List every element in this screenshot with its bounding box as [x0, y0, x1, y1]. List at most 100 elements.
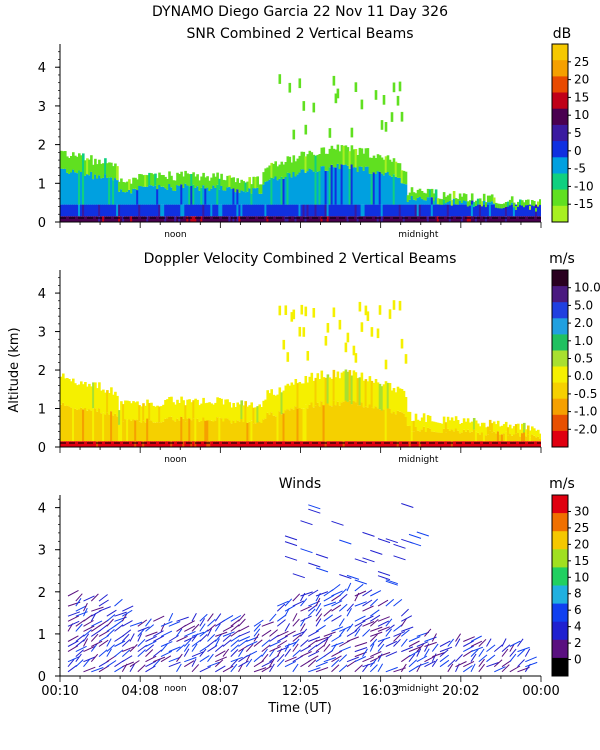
echo-cell: [162, 175, 165, 187]
echo-cell: [537, 436, 540, 442]
echo-cell: [216, 216, 219, 222]
echo-cell: [168, 171, 171, 185]
echo-cell: [390, 441, 394, 447]
echo-cell: [432, 200, 436, 205]
echo-cell: [478, 216, 482, 222]
wind-barb: [191, 613, 197, 622]
echo-cell: [60, 216, 63, 222]
wind-barb: [308, 589, 319, 597]
wind-barb: [331, 664, 340, 673]
echo-cell: [506, 204, 510, 217]
echo-cell: [126, 181, 129, 192]
echo-cell: [186, 204, 189, 217]
echo-cell: [529, 205, 532, 210]
echo-cell: [186, 418, 189, 442]
echo-cell: [182, 418, 185, 442]
wind-barb: [300, 645, 311, 653]
echo-cell: [204, 420, 207, 442]
echo-cell: [446, 216, 450, 222]
echo-cell: [484, 204, 488, 217]
echo-cell: [152, 405, 155, 423]
echo-cell: [114, 441, 117, 447]
echo-cell: [72, 169, 75, 205]
echo-cell: [510, 216, 514, 222]
echo-cell: [334, 204, 338, 217]
wind-barb: [277, 630, 289, 637]
wind-barb: [215, 656, 227, 663]
echo-cell: [100, 390, 103, 414]
echo-cell: [517, 216, 520, 222]
echo-cell: [104, 174, 107, 205]
echo-cell: [332, 369, 336, 401]
echo-cell: [108, 177, 111, 205]
echo-cell: [302, 101, 306, 111]
wind-barb: [323, 631, 336, 637]
echo-cell: [523, 216, 526, 222]
wind-barb: [362, 589, 373, 597]
echo-cell: [326, 170, 330, 205]
wind-barb: [385, 580, 398, 586]
wind-barb: [517, 659, 525, 668]
echo-cell: [476, 204, 480, 217]
wind-barb: [307, 608, 316, 617]
echo-cell: [438, 432, 442, 442]
echo-cell: [88, 441, 91, 447]
echo-cell: [170, 204, 173, 217]
echo-cell: [350, 127, 354, 138]
echo-cell: [328, 216, 332, 222]
echo-cell: [458, 204, 462, 217]
echo-cell: [454, 416, 458, 429]
echo-cell: [438, 423, 442, 433]
echo-cell: [78, 153, 81, 171]
colorbar-label: 15: [574, 554, 589, 568]
echo-cell: [314, 216, 318, 222]
wind-barb: [253, 654, 263, 663]
wind-barb: [524, 648, 531, 657]
echo-cell: [525, 216, 528, 222]
echo-cell: [268, 204, 271, 217]
echo-cell: [514, 424, 518, 434]
echo-cell: [426, 415, 430, 428]
wind-barb: [346, 603, 354, 612]
wind-barb: [98, 606, 111, 612]
wind-barb: [90, 653, 99, 663]
echo-cell: [222, 179, 225, 191]
echo-cell: [228, 402, 231, 421]
echo-cell: [368, 173, 372, 205]
echo-cell: [354, 402, 358, 442]
echo-cell: [504, 431, 508, 442]
echo-cell: [138, 186, 141, 205]
echo-cell: [174, 204, 177, 217]
echo-cell: [486, 202, 490, 205]
echo-cell: [394, 204, 398, 217]
echo-cell: [68, 204, 71, 217]
echo-cell: [116, 216, 119, 222]
echo-cell: [158, 441, 161, 447]
echo-cell: [290, 162, 294, 178]
x-mark-label: midnight: [398, 230, 439, 240]
echo-cell: [404, 354, 408, 364]
echo-cell: [292, 216, 296, 222]
echo-cell: [314, 172, 318, 205]
echo-cell: [106, 412, 109, 442]
echo-cell: [90, 204, 93, 217]
echo-cell: [312, 380, 316, 408]
echo-cell: [176, 216, 179, 222]
echo-cell: [504, 216, 508, 222]
echo-cell: [238, 204, 241, 217]
echo-cell: [246, 191, 249, 205]
echo-cell: [206, 441, 209, 447]
wind-barb: [137, 644, 147, 653]
wind-barb: [447, 638, 454, 647]
echo-cell: [494, 202, 498, 208]
wind-barb: [431, 643, 439, 652]
echo-cell: [362, 204, 366, 217]
echo-cell: [324, 216, 328, 222]
echo-cell: [364, 204, 368, 217]
echo-cell: [306, 408, 310, 442]
echo-cell: [286, 204, 290, 217]
wind-barb: [323, 643, 331, 652]
wind-barb: [176, 635, 188, 642]
wind-barb: [354, 620, 366, 627]
echo-cell: [310, 169, 314, 205]
